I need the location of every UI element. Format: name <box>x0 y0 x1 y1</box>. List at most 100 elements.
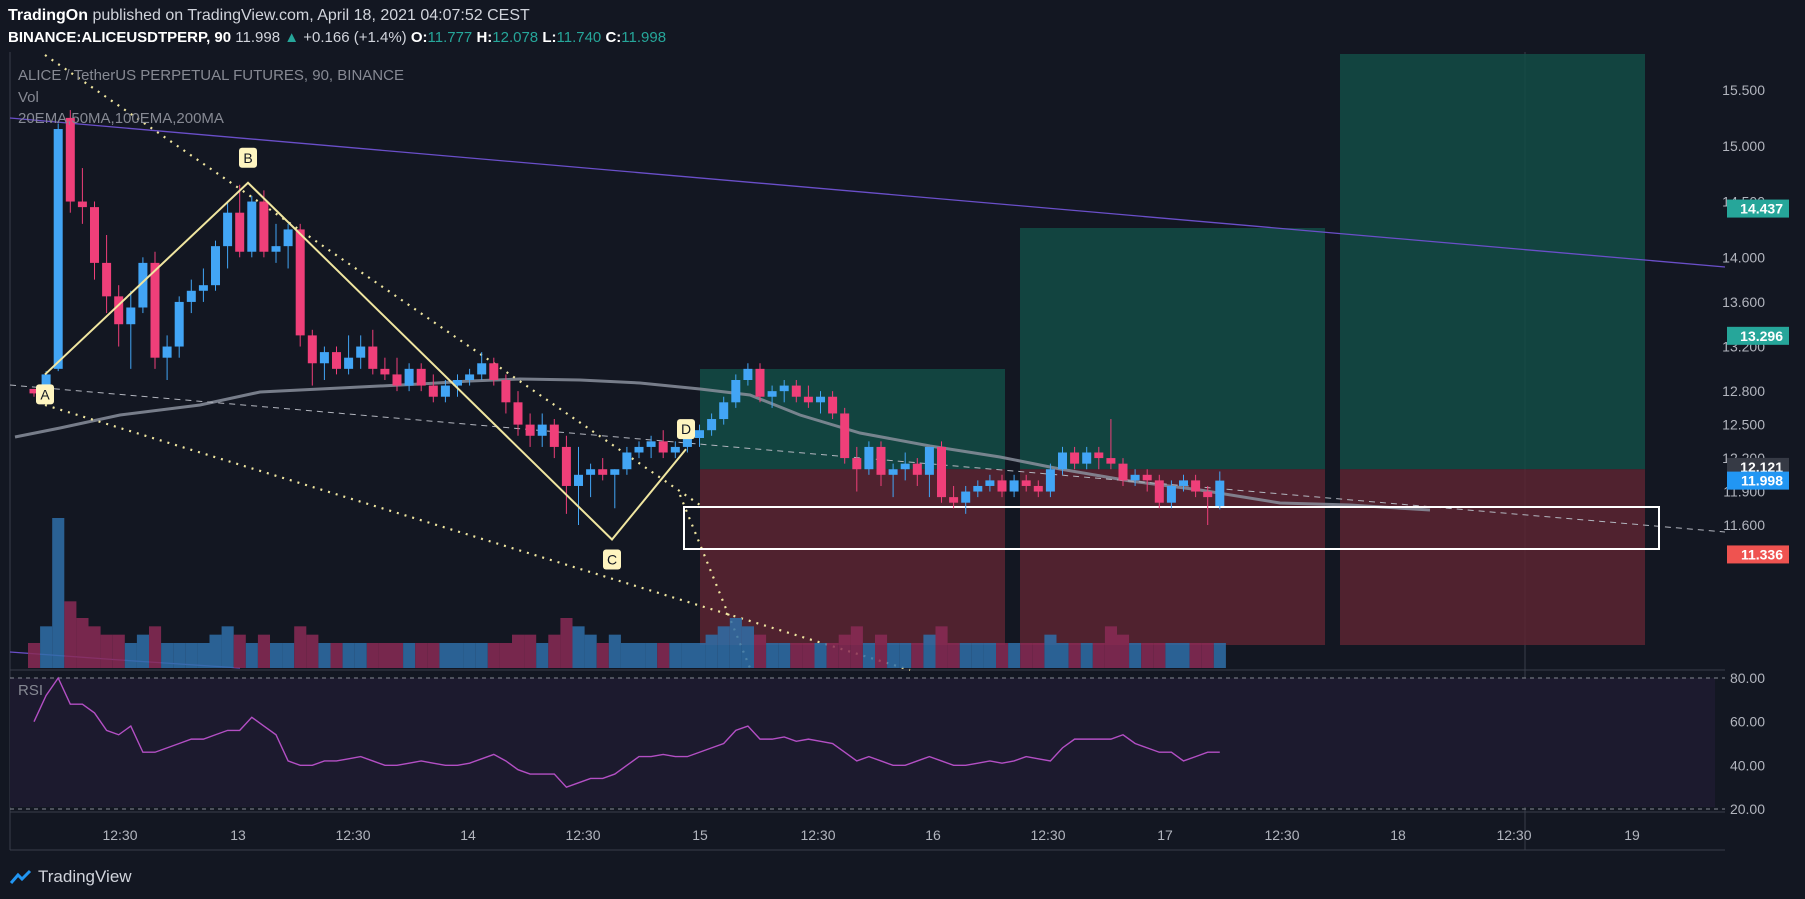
price-tag-label: 12.121 <box>1740 459 1783 475</box>
symbol-label[interactable]: BINANCE:ALICEUSDTPERP, 90 <box>8 29 232 46</box>
volume-legend[interactable]: Vol <box>18 89 39 106</box>
pattern-point-marker <box>239 147 257 168</box>
volume-bar <box>245 643 258 668</box>
volume-bar <box>1068 643 1081 668</box>
candle-body <box>1203 491 1213 498</box>
candle-body <box>840 413 850 459</box>
candle-body <box>198 285 208 291</box>
volume-bar <box>185 643 198 668</box>
candle-body <box>1045 469 1055 492</box>
ma-100-line <box>14 377 1431 512</box>
candle-body <box>440 385 450 397</box>
volume-bar <box>778 643 791 668</box>
tradingview-logo[interactable]: TradingView <box>10 867 132 887</box>
volume-bar <box>669 643 682 668</box>
volume-bar <box>487 643 500 668</box>
high-value: 12.078 <box>492 29 539 46</box>
volume-bar <box>1213 643 1226 668</box>
volume-bar <box>693 643 706 668</box>
candle-body <box>537 424 547 436</box>
candle-body <box>501 380 511 403</box>
time-tick-label: 12:30 <box>1496 827 1531 843</box>
volume-bar <box>221 626 234 668</box>
volume-bar <box>161 643 174 668</box>
candle-body <box>864 446 874 470</box>
candle-body <box>319 352 329 364</box>
volume-bar <box>100 634 113 668</box>
candle-body <box>888 469 898 475</box>
volume-bar <box>790 643 803 668</box>
candle-body <box>465 374 475 380</box>
volume-bar <box>1008 643 1021 668</box>
volume-bar <box>608 634 621 668</box>
price-tag-label: 11.998 <box>1741 473 1783 489</box>
candle-body <box>211 246 220 286</box>
candle-body <box>682 438 692 447</box>
pattern-point-label: D <box>681 421 691 437</box>
volume-bar <box>996 643 1009 668</box>
candle-body <box>416 368 426 386</box>
volume-bar <box>1020 643 1033 668</box>
candle-body <box>973 485 983 492</box>
candle-body <box>77 201 87 208</box>
price-tag <box>1727 457 1789 476</box>
volume-bar <box>499 643 512 668</box>
candle-body <box>561 446 571 486</box>
candle-body <box>138 262 148 308</box>
volume-bar <box>947 643 960 668</box>
candle-body <box>791 385 801 397</box>
rsi-tick-label: 20.00 <box>1730 801 1765 817</box>
volume-bar <box>76 618 89 668</box>
tradingview-logo-icon <box>10 869 32 884</box>
volume-bar <box>88 626 101 668</box>
candle-body <box>247 201 257 252</box>
candle-body <box>937 446 946 498</box>
candle-body <box>186 290 196 302</box>
candle-body <box>223 212 233 247</box>
candle-body <box>574 474 583 486</box>
candle-body <box>767 391 777 397</box>
volume-bar <box>1129 643 1142 668</box>
volume-bar <box>439 643 452 668</box>
publish-text: published on TradingView.com, April 18, … <box>92 7 530 24</box>
price-tag <box>1727 199 1789 218</box>
price-tag <box>1727 326 1789 345</box>
time-tick-label: 15 <box>692 827 708 843</box>
volume-bar <box>766 643 779 668</box>
volume-bar <box>1189 643 1202 668</box>
price-tick-label: 15.000 <box>1722 138 1765 154</box>
publish-info: TradingOn published on TradingView.com, … <box>8 7 530 25</box>
candle-body <box>428 385 438 397</box>
time-tick-label: 14 <box>460 827 476 843</box>
volume-bar <box>899 643 912 668</box>
open-label: O: <box>410 29 428 46</box>
candle-body <box>670 446 680 453</box>
candle-body <box>828 396 838 414</box>
author-name[interactable]: TradingOn <box>8 7 88 24</box>
volume-bar <box>475 643 488 668</box>
candle-body <box>549 424 559 447</box>
candle-body <box>114 296 124 325</box>
footer: TradingView <box>0 852 1805 899</box>
pattern-point-label: B <box>243 150 252 166</box>
volume-bar <box>596 643 609 668</box>
price-tick-label: 12.500 <box>1722 417 1765 433</box>
rsi-tick-label: 40.00 <box>1730 757 1765 773</box>
rsi-legend[interactable]: RSI <box>18 682 44 699</box>
candle-body <box>610 469 620 475</box>
volume-bar <box>838 634 851 668</box>
volume-bar <box>850 626 863 668</box>
volume-bar <box>1056 643 1069 668</box>
candle-body <box>380 368 390 375</box>
volume-bar <box>366 643 379 668</box>
volume-bar <box>1032 643 1045 668</box>
candle-body <box>586 469 596 475</box>
price-chart[interactable]: ABCD15.50015.00014.50014.00013.60013.200… <box>0 0 1805 852</box>
candle-body <box>102 262 112 297</box>
chart-title-legend[interactable]: ALICE / TetherUS PERPETUAL FUTURES, 90, … <box>18 67 404 84</box>
ma-legend[interactable]: 20EMA,50MA,100EMA,200MA <box>18 110 224 127</box>
volume-bar <box>1104 626 1117 668</box>
abcd-pattern-line <box>44 181 687 541</box>
volume-bar <box>1201 643 1214 668</box>
candle-body <box>1070 452 1080 464</box>
